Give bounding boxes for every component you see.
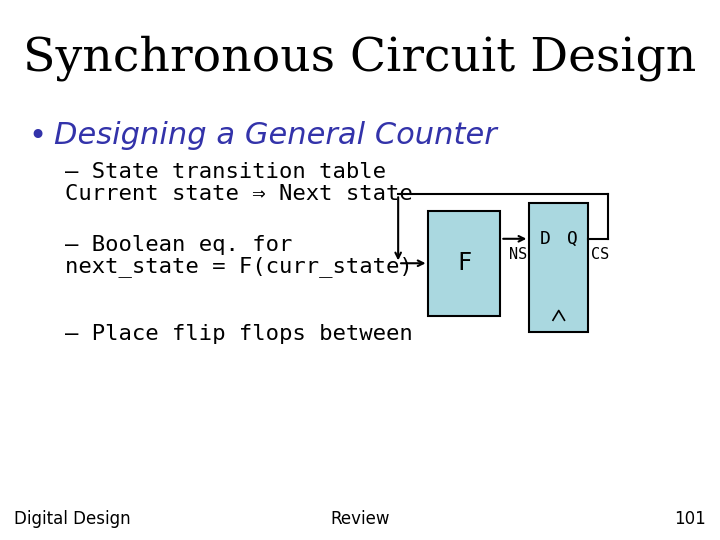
Text: Current state ⇒ Next state: Current state ⇒ Next state <box>65 184 413 204</box>
Text: – State transition table: – State transition table <box>65 162 386 182</box>
Text: D: D <box>540 230 551 248</box>
Text: F: F <box>457 251 472 275</box>
Bar <box>428 211 500 316</box>
Text: Q: Q <box>567 230 577 248</box>
Bar <box>529 202 588 332</box>
Text: Synchronous Circuit Design: Synchronous Circuit Design <box>23 35 697 81</box>
Text: – Place flip flops between: – Place flip flops between <box>65 324 413 344</box>
Text: next_state = F(curr_state): next_state = F(curr_state) <box>65 256 413 278</box>
Text: Designing a General Counter: Designing a General Counter <box>54 122 497 151</box>
Text: 101: 101 <box>674 510 706 528</box>
Text: Digital Design: Digital Design <box>14 510 131 528</box>
Text: CS: CS <box>591 247 609 262</box>
Text: NS: NS <box>509 247 527 262</box>
Text: – Boolean eq. for: – Boolean eq. for <box>65 235 292 255</box>
Text: Review: Review <box>330 510 390 528</box>
Text: •: • <box>29 122 47 151</box>
